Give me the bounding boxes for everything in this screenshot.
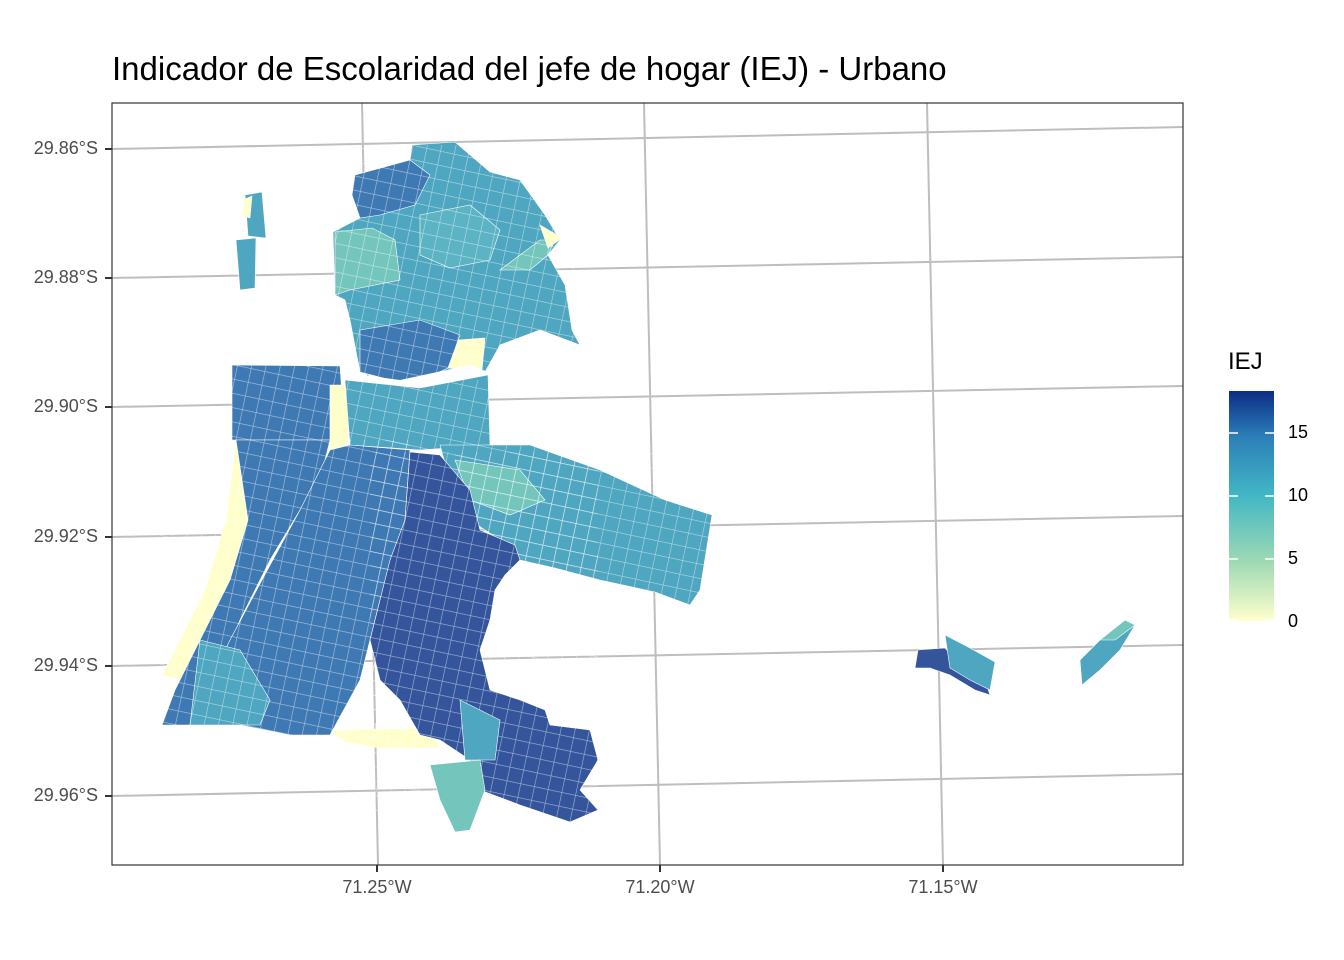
xtick-label-3: 71.15°W xyxy=(908,877,978,897)
grid-line-lat-6 xyxy=(112,773,1183,797)
ytick-label-3: 29.90°S xyxy=(33,396,98,416)
legend-colorbar xyxy=(1229,391,1274,621)
legend-label-15: 15 xyxy=(1288,422,1309,442)
ytick-label-4: 29.92°S xyxy=(33,526,98,546)
legend-label-5: 5 xyxy=(1288,548,1299,568)
ytick-label-1: 29.86°S xyxy=(33,138,98,158)
urban-regions xyxy=(160,141,1136,833)
east-island-1-teal xyxy=(944,634,996,691)
ytick-label-5: 29.94°S xyxy=(33,655,98,675)
legend-title: IEJ xyxy=(1228,348,1263,375)
axis-ticks xyxy=(105,148,944,872)
xtick-label-1: 71.25°W xyxy=(342,877,412,897)
middle-district-streets xyxy=(345,380,490,450)
southwest-streets xyxy=(160,440,410,740)
nw-island-2 xyxy=(235,237,257,291)
legend-label-10: 10 xyxy=(1288,485,1309,505)
north-core-streets xyxy=(335,145,580,385)
ytick-label-2: 29.88°S xyxy=(33,267,98,287)
south-light-lobe xyxy=(429,759,486,833)
grid-line-lat-1 xyxy=(112,126,1183,150)
south-central-streets xyxy=(370,452,598,822)
south-teal-patch xyxy=(459,699,501,761)
grid-line-lon-3 xyxy=(926,103,944,865)
panel-border xyxy=(111,102,1184,866)
nw-island-pale xyxy=(242,195,253,219)
west-block-streets xyxy=(232,365,345,440)
ytick-label-6: 29.96°S xyxy=(33,785,98,805)
xtick-label-2: 71.20°W xyxy=(625,877,695,897)
legend-label-0: 0 xyxy=(1288,611,1299,631)
east-island-2-light xyxy=(1099,619,1136,641)
map-title: Indicador de Escolaridad del jefe de hog… xyxy=(112,50,947,87)
legend-ticks xyxy=(1229,432,1274,621)
